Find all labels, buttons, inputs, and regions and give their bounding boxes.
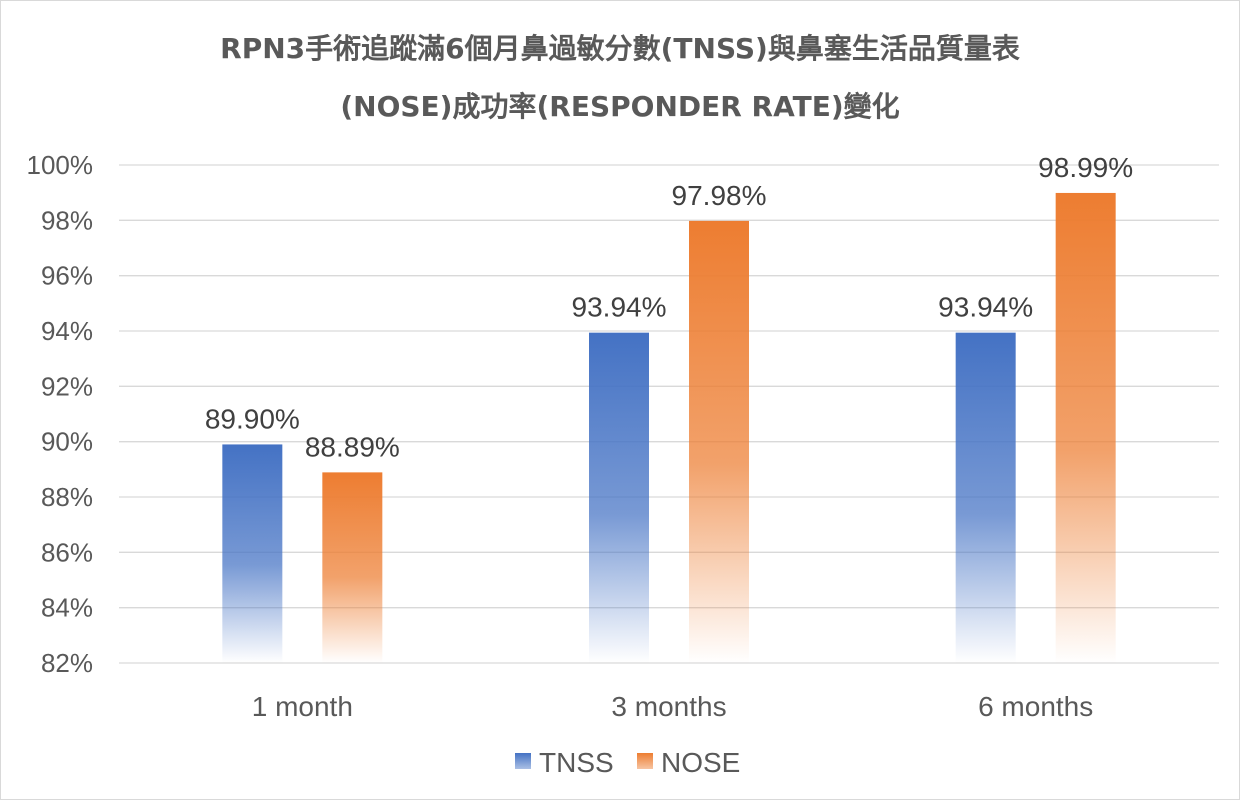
y-tick-label: 96%: [41, 261, 93, 291]
legend-label-tnss: TNSS: [539, 747, 614, 778]
bar-tnss-1: [589, 332, 649, 663]
data-label-nose-1: 97.98%: [672, 180, 767, 211]
y-tick-label: 98%: [41, 205, 93, 235]
y-tick-label: 92%: [41, 371, 93, 401]
y-tick-label: 82%: [41, 648, 93, 678]
y-axis-tick-labels: 82% 84% 86% 88% 90% 92% 94% 96% 98% 100%: [27, 150, 94, 678]
category-label: 6 months: [978, 691, 1093, 722]
chart-title-line-2: (NOSE)成功率(RESPONDER RATE)變化: [340, 90, 900, 123]
data-label-nose-0: 88.89%: [305, 431, 400, 462]
bar-nose-0: [322, 472, 383, 663]
data-label-tnss-2: 93.94%: [938, 292, 1033, 323]
legend-label-nose: NOSE: [661, 747, 740, 778]
gridlines: [119, 164, 1219, 664]
y-tick-label: 90%: [41, 427, 93, 457]
bar-nose-1: [689, 220, 749, 664]
x-axis-category-labels: 1 month 3 months 6 months: [252, 691, 1094, 722]
y-tick-label: 84%: [41, 593, 93, 623]
category-label: 1 month: [252, 691, 353, 722]
legend-swatch-nose: [637, 753, 653, 769]
bars: [222, 192, 1116, 664]
data-label-tnss-0: 89.90%: [205, 403, 300, 434]
y-tick-label: 86%: [41, 537, 93, 567]
bar-tnss-2: [955, 332, 1016, 663]
chart-title-line-1: RPN3手術追蹤滿6個月鼻過敏分數(TNSS)與鼻塞生活品質量表: [220, 32, 1020, 65]
data-labels: 89.90%88.89% 93.94% 97.98% 93.94% 98.99%: [205, 152, 1133, 462]
legend: TNSS NOSE: [515, 747, 740, 778]
bar-tnss-0: [222, 444, 283, 663]
data-label-nose-2: 98.99%: [1038, 152, 1133, 183]
category-label: 3 months: [611, 691, 726, 722]
y-tick-label: 100%: [27, 150, 94, 180]
y-tick-label: 94%: [41, 316, 93, 346]
data-label-tnss-1: 93.94%: [572, 292, 667, 323]
legend-swatch-tnss: [515, 753, 531, 769]
y-tick-label: 88%: [41, 482, 93, 512]
bar-nose-2: [1055, 192, 1116, 663]
